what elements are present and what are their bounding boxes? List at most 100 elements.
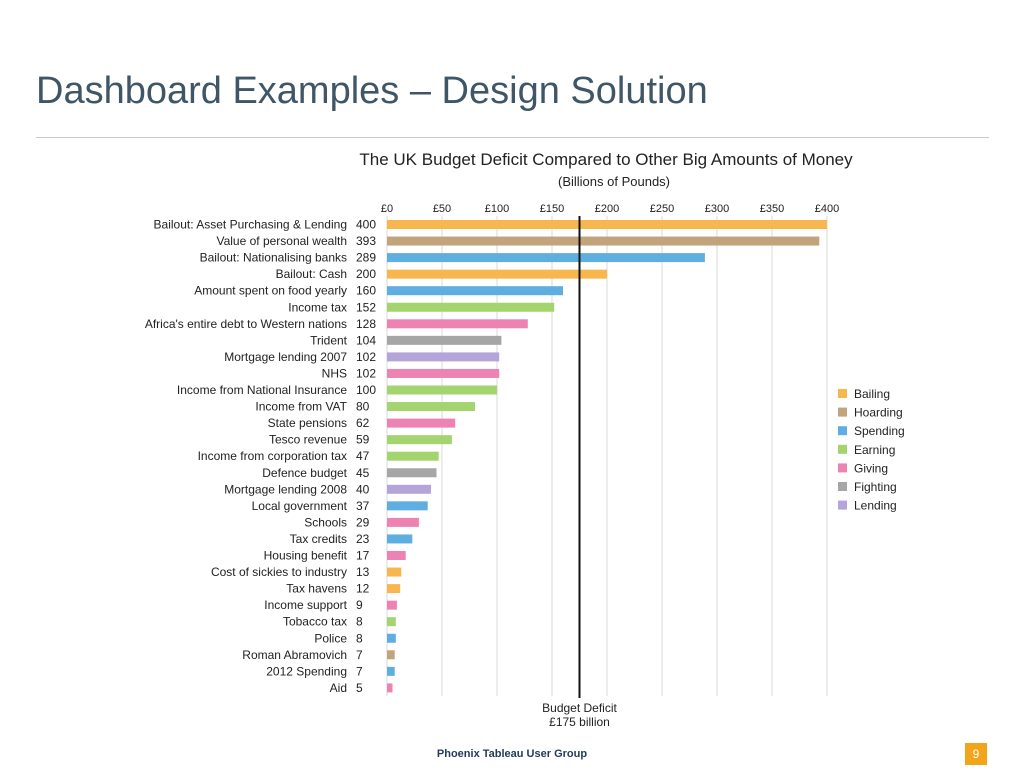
value-label: 152 <box>356 300 376 314</box>
bar <box>387 584 401 594</box>
bar <box>387 435 452 445</box>
bar <box>387 501 428 511</box>
bar <box>387 385 497 395</box>
category-label: Bailout: Nationalising banks <box>200 251 347 265</box>
x-tick-label: £300 <box>705 203 729 215</box>
budget-deficit-reference: Budget Deficit £175 billion <box>542 216 618 729</box>
bar <box>387 650 395 660</box>
value-label: 7 <box>356 664 363 678</box>
category-label: Income from National Insurance <box>177 383 347 397</box>
value-label: 104 <box>356 333 376 347</box>
category-label: Tobacco tax <box>283 615 347 629</box>
category-label: Income from VAT <box>255 400 347 414</box>
bar <box>387 418 456 428</box>
bar <box>387 534 413 544</box>
value-label: 8 <box>356 631 363 645</box>
value-label: 102 <box>356 366 376 380</box>
value-label: 200 <box>356 267 376 281</box>
bar <box>387 220 827 229</box>
category-label: Aid <box>330 681 347 695</box>
bar <box>387 517 419 527</box>
x-tick-label: £250 <box>650 203 674 215</box>
value-label: 400 <box>356 218 376 232</box>
value-label: 12 <box>356 582 370 596</box>
value-label: 62 <box>356 416 370 430</box>
value-label: 9 <box>356 598 363 612</box>
value-label: 289 <box>356 251 376 265</box>
legend-label: Lending <box>854 499 897 513</box>
bar <box>387 633 396 643</box>
legend: Bailing Hoarding Spending Earning Giving Figh… <box>838 387 905 513</box>
category-label: Mortgage lending 2007 <box>224 350 347 364</box>
category-label: 2012 Spending <box>266 664 347 678</box>
category-label: Roman Abramovich <box>242 648 347 662</box>
legend-swatch <box>838 482 847 491</box>
x-tick-label: £0 <box>381 203 393 215</box>
legend-label: Bailing <box>854 387 890 401</box>
category-label: Amount spent on food yearly <box>194 284 347 298</box>
x-tick-label: £400 <box>815 203 839 215</box>
x-tick-label: £200 <box>595 203 619 215</box>
bar <box>387 302 555 312</box>
bar <box>387 567 402 577</box>
x-tick-label: £150 <box>540 203 564 215</box>
value-label: 23 <box>356 532 370 546</box>
slide-title: Dashboard Examples – Design Solution <box>36 70 708 112</box>
legend-label: Giving <box>854 461 888 475</box>
legend-swatch <box>838 389 847 398</box>
value-label: 37 <box>356 499 370 513</box>
x-tick-label: £50 <box>433 203 451 215</box>
bar <box>387 319 528 329</box>
legend-label: Earning <box>854 443 895 457</box>
category-labels: Bailout: Asset Purchasing & Lending Value… <box>145 218 348 695</box>
value-label: 80 <box>356 400 370 414</box>
value-label: 102 <box>356 350 376 364</box>
bar <box>387 551 406 560</box>
page-number-badge: 9 <box>965 743 987 765</box>
value-label: 5 <box>356 681 363 695</box>
value-label: 393 <box>356 234 376 248</box>
category-label: Trident <box>310 333 348 347</box>
value-label: 13 <box>356 565 370 579</box>
category-label: Defence budget <box>262 466 347 480</box>
category-label: Tesco revenue <box>269 433 347 447</box>
category-label: Income from corporation tax <box>198 449 347 463</box>
value-label: 17 <box>356 549 370 563</box>
value-label: 100 <box>356 383 376 397</box>
bar <box>387 352 500 362</box>
category-label: Schools <box>304 515 347 529</box>
x-axis-ticks: £0 £50 £100 £150 £200 £250 £300 £350 £400 <box>381 203 839 215</box>
category-label: Tax credits <box>290 532 347 546</box>
category-label: Income support <box>264 598 347 612</box>
category-label: Mortgage lending 2008 <box>224 482 347 496</box>
bar <box>387 666 395 676</box>
category-label: Local government <box>252 499 348 513</box>
reference-label: Budget Deficit <box>542 701 617 715</box>
legend-swatch <box>838 426 847 436</box>
bar <box>387 600 397 610</box>
reference-value-label: £175 billion <box>549 715 610 729</box>
bar <box>387 236 820 246</box>
bar <box>387 402 475 412</box>
legend-label: Fighting <box>854 480 897 494</box>
category-label: Police <box>314 631 347 645</box>
category-label: NHS <box>322 366 347 380</box>
legend-swatch <box>838 407 847 417</box>
category-label: State pensions <box>268 416 347 430</box>
bar <box>387 335 502 345</box>
bar <box>387 368 500 378</box>
value-label: 29 <box>356 515 370 529</box>
bars <box>387 220 827 693</box>
category-label: Bailout: Asset Purchasing & Lending <box>154 218 347 232</box>
value-label: 7 <box>356 648 363 662</box>
budget-deficit-chart: The UK Budget Deficit Compared to Other … <box>145 150 905 729</box>
category-label: Tax havens <box>286 582 347 596</box>
legend-label: Hoarding <box>854 406 903 420</box>
category-label: Bailout: Cash <box>276 267 347 281</box>
category-label: Housing benefit <box>264 549 348 563</box>
chart-subtitle: (Billions of Pounds) <box>558 174 670 189</box>
category-label: Africa's entire debt to Western nations <box>145 317 347 331</box>
bar <box>387 683 393 693</box>
bar <box>387 468 437 478</box>
bar <box>387 617 396 627</box>
